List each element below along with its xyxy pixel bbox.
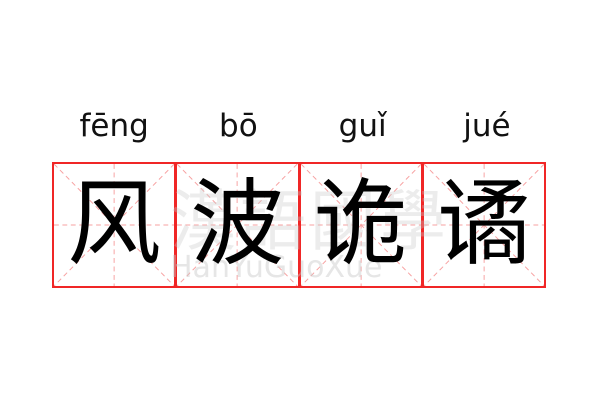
grid-cell: 波 (175, 162, 300, 288)
pinyin-2: bō (219, 108, 258, 144)
watermark-chinese: 漢語國學 (170, 183, 450, 260)
pinyin-4: jué (463, 108, 511, 144)
pinyin-3: guǐ (338, 108, 387, 144)
grid-cell: 诡 (298, 162, 423, 288)
guide-lines (177, 164, 298, 286)
grid-cell: 风 (52, 162, 177, 288)
character-3: 诡 (313, 170, 408, 279)
character-4: 谲 (436, 170, 531, 279)
character-2: 波 (190, 170, 285, 279)
grid-cell: 谲 (421, 162, 546, 288)
guide-lines (423, 164, 544, 286)
character-grid: 风 波 诡 谲 (52, 162, 549, 288)
guide-lines (300, 164, 421, 286)
watermark-latin: HanYuGuoXue (170, 250, 383, 285)
guide-lines (54, 164, 175, 286)
pinyin-1: fēng (79, 108, 149, 144)
pinyin-row: fēng bō guǐ jué (52, 106, 549, 146)
character-1: 风 (67, 170, 162, 279)
